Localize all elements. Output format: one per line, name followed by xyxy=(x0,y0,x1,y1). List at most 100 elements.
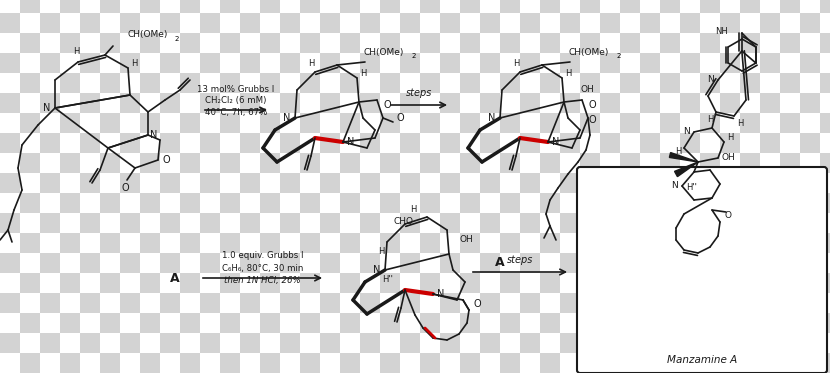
Bar xyxy=(60,153,80,173)
Bar xyxy=(580,193,600,213)
Bar xyxy=(420,53,440,73)
Bar xyxy=(280,193,300,213)
Bar xyxy=(140,133,160,153)
Bar xyxy=(560,13,580,33)
Bar xyxy=(620,53,640,73)
Bar xyxy=(100,253,120,273)
Bar xyxy=(160,253,180,273)
Bar xyxy=(300,233,320,253)
Bar xyxy=(800,93,820,113)
Bar xyxy=(440,73,460,93)
Bar xyxy=(40,273,60,293)
Bar xyxy=(720,13,740,33)
Bar xyxy=(220,353,240,373)
Bar xyxy=(480,173,500,193)
Text: Manzamine A: Manzamine A xyxy=(666,355,737,365)
Bar xyxy=(280,33,300,53)
Bar xyxy=(240,173,260,193)
Text: H: H xyxy=(360,69,366,78)
Bar xyxy=(260,313,280,333)
Bar xyxy=(300,273,320,293)
Bar xyxy=(40,353,60,373)
Bar xyxy=(160,113,180,133)
Bar xyxy=(640,353,660,373)
Text: H: H xyxy=(737,119,743,129)
Bar xyxy=(520,293,540,313)
Text: O: O xyxy=(396,113,404,123)
Bar xyxy=(560,173,580,193)
Bar xyxy=(0,133,20,153)
Bar xyxy=(220,233,240,253)
Bar xyxy=(100,333,120,353)
Bar xyxy=(720,153,740,173)
Bar xyxy=(700,113,720,133)
Bar xyxy=(800,353,820,373)
Bar xyxy=(160,293,180,313)
Bar xyxy=(180,113,200,133)
Bar xyxy=(380,293,400,313)
Bar xyxy=(820,173,830,193)
Bar xyxy=(460,233,480,253)
Bar xyxy=(20,253,40,273)
Bar xyxy=(180,173,200,193)
Bar xyxy=(300,113,320,133)
Bar xyxy=(560,73,580,93)
Bar xyxy=(740,133,760,153)
Text: OH: OH xyxy=(721,154,735,163)
Bar xyxy=(420,93,440,113)
Bar xyxy=(380,133,400,153)
Bar xyxy=(560,273,580,293)
Text: N: N xyxy=(488,113,496,123)
Bar xyxy=(540,113,560,133)
Bar xyxy=(520,353,540,373)
Bar xyxy=(400,233,420,253)
Bar xyxy=(240,13,260,33)
Bar xyxy=(780,313,800,333)
Bar xyxy=(360,13,380,33)
Bar xyxy=(300,33,320,53)
Text: H: H xyxy=(308,59,315,68)
Bar xyxy=(760,33,780,53)
Bar xyxy=(380,193,400,213)
Bar xyxy=(140,73,160,93)
Bar xyxy=(320,333,340,353)
Bar xyxy=(100,353,120,373)
Bar xyxy=(140,33,160,53)
Bar xyxy=(40,173,60,193)
Bar xyxy=(580,133,600,153)
Bar xyxy=(760,173,780,193)
Bar xyxy=(260,193,280,213)
Bar xyxy=(180,333,200,353)
Bar xyxy=(580,273,600,293)
Bar xyxy=(200,253,220,273)
Bar xyxy=(780,273,800,293)
Bar xyxy=(260,253,280,273)
Bar xyxy=(700,133,720,153)
Bar xyxy=(520,333,540,353)
Bar xyxy=(740,153,760,173)
Bar xyxy=(0,173,20,193)
Bar xyxy=(520,273,540,293)
Bar xyxy=(560,333,580,353)
Bar xyxy=(540,93,560,113)
Bar xyxy=(80,213,100,233)
Bar xyxy=(620,73,640,93)
Bar xyxy=(280,153,300,173)
Bar xyxy=(140,53,160,73)
Bar xyxy=(340,133,360,153)
Bar xyxy=(580,253,600,273)
Bar xyxy=(100,293,120,313)
Bar xyxy=(140,233,160,253)
Bar xyxy=(480,293,500,313)
Bar xyxy=(220,193,240,213)
Bar xyxy=(620,273,640,293)
Bar xyxy=(780,253,800,273)
Bar xyxy=(60,273,80,293)
Bar xyxy=(200,133,220,153)
Text: A: A xyxy=(496,256,505,269)
Bar xyxy=(280,53,300,73)
Bar xyxy=(820,73,830,93)
Bar xyxy=(20,273,40,293)
Bar xyxy=(80,293,100,313)
Bar xyxy=(460,53,480,73)
